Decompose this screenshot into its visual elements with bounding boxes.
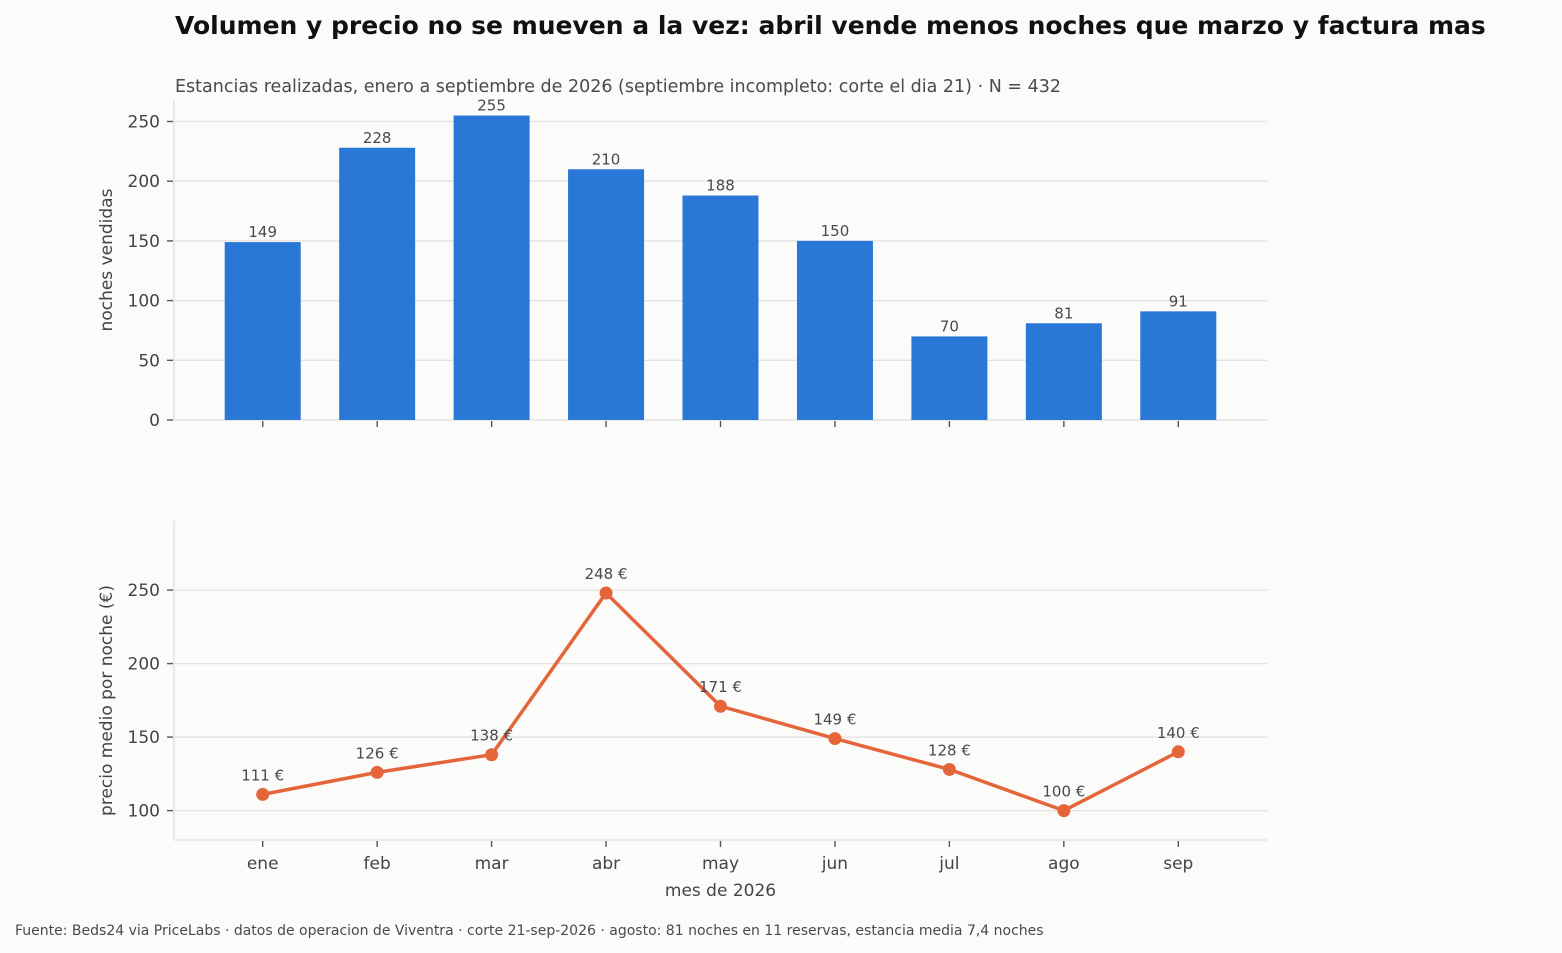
bar-ago <box>1025 323 1102 420</box>
point-sep <box>1171 745 1185 759</box>
bar-value-label: 228 <box>363 129 392 147</box>
x-tick-label: ago <box>1048 854 1080 874</box>
x-tick-label: jul <box>938 854 959 874</box>
bar-feb <box>339 147 416 420</box>
x-tick-label: mar <box>475 854 509 874</box>
bar-value-label: 70 <box>940 317 959 335</box>
point-may <box>714 699 727 713</box>
bar-sep <box>1140 311 1217 420</box>
y-tick-label: 50 <box>138 351 160 371</box>
bar-chart-panel: 0 50 100 150 200 250 149 228 255 210 188 150 70 81 91 n… <box>97 97 1267 431</box>
y-tick-label: 150 <box>128 232 160 252</box>
point-ene <box>256 787 270 801</box>
bar-value-label: 81 <box>1054 304 1073 322</box>
y-tick-label: 0 <box>149 411 160 431</box>
point-value-label: 111 € <box>241 766 284 784</box>
point-jul <box>942 762 956 776</box>
y-tick-label: 200 <box>128 172 160 192</box>
y-tick-label: 200 <box>128 655 160 675</box>
x-tick-label: jun <box>821 854 848 874</box>
point-value-label: 126 € <box>356 744 399 762</box>
point-value-label: 100 € <box>1042 783 1085 801</box>
bar-mar <box>453 115 530 420</box>
chart-subtitle: Estancias realizadas, enero a septiembre… <box>175 77 1061 97</box>
y-tick-label: 100 <box>128 292 160 312</box>
bar-value-label: 210 <box>592 150 621 168</box>
y-tick-label: 150 <box>128 728 160 748</box>
bar-value-label: 150 <box>821 222 850 240</box>
point-ago <box>1057 804 1071 818</box>
bar-value-label: 255 <box>477 97 506 115</box>
point-feb <box>370 765 384 779</box>
x-tick-label: feb <box>364 854 391 874</box>
chart-title: Volumen y precio no se mueven a la vez: … <box>175 11 1486 40</box>
x-tick-label: may <box>702 854 739 874</box>
bar-value-label: 91 <box>1169 292 1188 310</box>
source-footer: Fuente: Beds24 via PriceLabs · datos de … <box>15 923 1044 939</box>
y-tick-label: 250 <box>128 112 160 132</box>
point-value-label: 138 € <box>470 727 513 745</box>
y-tick-label: 100 <box>128 802 160 822</box>
bar-value-label: 188 <box>706 177 735 195</box>
y-axis-label: precio medio por noche (€) <box>97 585 117 816</box>
x-tick-label: ene <box>247 854 279 874</box>
bar-may <box>682 195 759 420</box>
bar-ene <box>224 242 301 420</box>
point-value-label: 171 € <box>699 678 742 696</box>
point-value-label: 140 € <box>1157 724 1200 742</box>
y-tick-label: 250 <box>128 581 160 601</box>
point-value-label: 149 € <box>813 711 856 729</box>
bar-value-label: 149 <box>248 223 277 241</box>
point-value-label: 128 € <box>928 741 971 759</box>
x-tick-label: abr <box>592 854 620 874</box>
point-jun <box>828 732 842 746</box>
bar-abr <box>568 169 645 420</box>
x-tick-label: sep <box>1163 854 1193 874</box>
x-axis-label: mes de 2026 <box>665 881 776 901</box>
point-value-label: 248 € <box>585 565 628 583</box>
line-chart-panel: 100 150 200 250 111 € ene 126 € feb 138 € mar 248 … <box>97 521 1267 901</box>
bar-jul <box>911 336 988 420</box>
y-axis-label: noches vendidas <box>97 188 117 331</box>
bar-jun <box>796 240 873 420</box>
point-abr <box>599 586 613 600</box>
point-mar <box>485 748 499 762</box>
